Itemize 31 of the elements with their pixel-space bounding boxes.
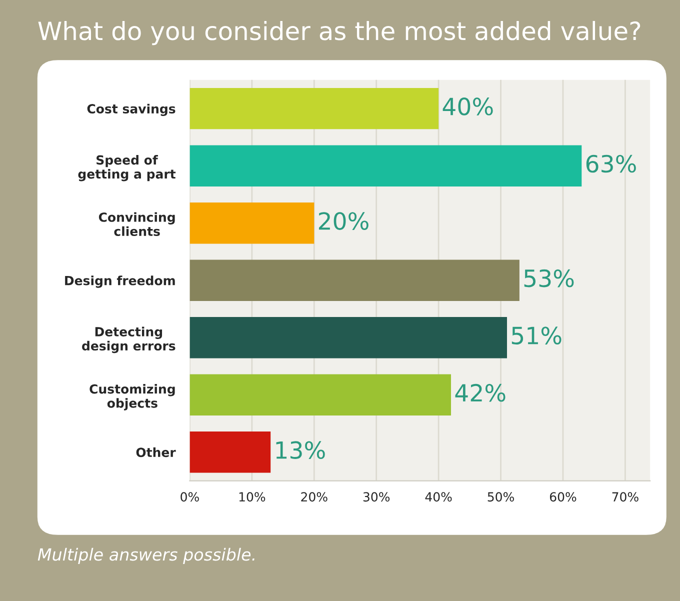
bar xyxy=(190,145,582,186)
y-tick-label: Detecting design errors xyxy=(82,326,176,354)
bar xyxy=(190,432,271,473)
x-tick-label: 70% xyxy=(612,492,638,502)
data-label: 51% xyxy=(512,326,562,344)
data-label: 53% xyxy=(524,269,574,288)
data-label: 63% xyxy=(586,154,636,173)
bar xyxy=(190,317,507,358)
data-label: 42% xyxy=(455,384,506,402)
y-tick-label: Convincing clients xyxy=(98,212,175,236)
x-tick-label: 0% xyxy=(180,492,199,502)
x-tick-label: 30% xyxy=(363,492,390,502)
y-tick-label: Other xyxy=(136,447,176,458)
x-tick-label: 50% xyxy=(488,492,514,502)
x-tick-label: 10% xyxy=(239,492,266,502)
y-tick-label: Speed of getting a part xyxy=(78,155,176,182)
y-tick-label: Design freedom xyxy=(65,276,175,288)
bar xyxy=(190,374,452,416)
x-tick-label: 40% xyxy=(425,492,452,502)
x-tick-label: 60% xyxy=(550,492,576,502)
text: Multiple answers possible. xyxy=(38,548,254,564)
chart-title: What do you consider as the most added value? xyxy=(38,20,640,46)
bar xyxy=(190,202,314,244)
y-tick-label: Customizing objects xyxy=(90,384,175,410)
data-label: 40% xyxy=(442,98,493,116)
x-tick-label: 20% xyxy=(301,492,328,502)
y-tick-label: Cost savings xyxy=(87,104,176,116)
data-label: 13% xyxy=(276,441,325,460)
bar xyxy=(190,88,439,130)
bar xyxy=(190,260,520,301)
data-label: 20% xyxy=(318,212,368,230)
